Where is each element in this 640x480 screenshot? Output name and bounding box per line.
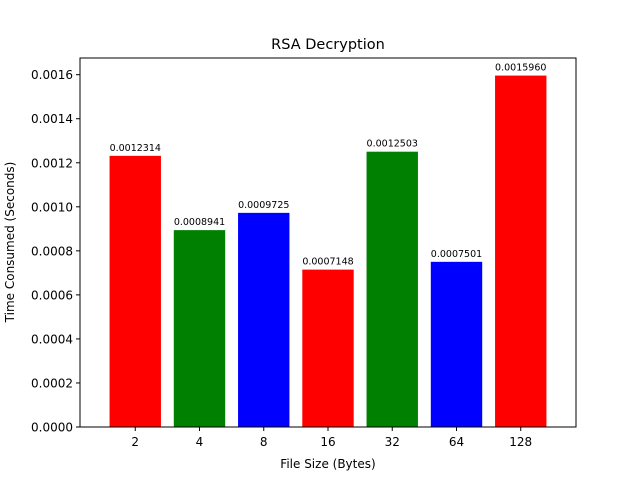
y-tick-label-5: 0.0010 xyxy=(31,200,73,214)
x-axis-label: File Size (Bytes) xyxy=(280,457,375,471)
bar-2 xyxy=(109,155,161,427)
y-tick-label-3: 0.0006 xyxy=(31,288,73,302)
x-tick-label-64: 64 xyxy=(449,435,464,449)
data-label-32: 0.0012503 xyxy=(367,139,418,150)
bars-group xyxy=(109,75,547,428)
bar-16 xyxy=(302,269,354,427)
bar-32 xyxy=(366,151,418,427)
y-tick-label-6: 0.0012 xyxy=(31,156,73,170)
y-tick-label-4: 0.0008 xyxy=(31,244,73,258)
bar-128 xyxy=(495,75,547,428)
data-label-64: 0.0007501 xyxy=(431,249,482,260)
data-label-128: 0.0015960 xyxy=(495,63,546,74)
y-tick-label-0: 0.0000 xyxy=(31,421,73,435)
y-tick-label-1: 0.0002 xyxy=(31,376,73,390)
x-tick-label-16: 16 xyxy=(320,435,335,449)
x-tick-label-128: 128 xyxy=(509,435,532,449)
plot-frame xyxy=(79,57,577,428)
chart-title: RSA Decryption xyxy=(271,37,385,53)
bar-8 xyxy=(238,212,290,427)
x-tick-label-4: 4 xyxy=(196,435,204,449)
bar-64 xyxy=(430,261,483,427)
data-labels-group: 0.0012314 0.0008941 0.0009725 0.0007148 0.00… xyxy=(110,63,547,268)
x-tick-label-2: 2 xyxy=(131,435,139,449)
x-axis: 2 4 8 16 32 64 128 xyxy=(131,427,532,449)
x-tick-label-32: 32 xyxy=(385,435,400,449)
y-axis-label: Time Consumed (Seconds) xyxy=(3,162,17,324)
bar-4 xyxy=(173,230,226,427)
data-label-16: 0.0007148 xyxy=(302,257,353,268)
data-label-8: 0.0009725 xyxy=(238,200,289,211)
data-label-2: 0.0012314 xyxy=(110,143,161,154)
y-axis: 0.0000 0.0002 0.0004 0.0006 0.0008 0.0010 0.00… xyxy=(31,68,80,435)
y-tick-label-7: 0.0014 xyxy=(31,112,73,126)
y-tick-label-8: 0.0016 xyxy=(31,68,73,82)
data-label-4: 0.0008941 xyxy=(174,217,225,228)
y-tick-label-2: 0.0004 xyxy=(31,332,73,346)
x-tick-label-8: 8 xyxy=(260,435,268,449)
